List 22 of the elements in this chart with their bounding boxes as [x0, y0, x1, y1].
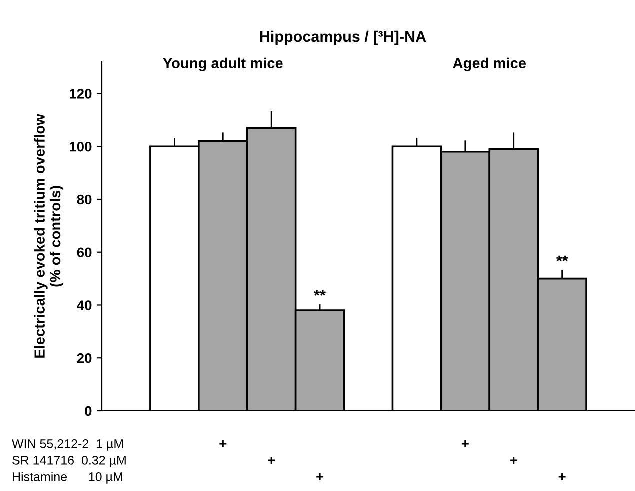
y-tick-label: 80 [77, 194, 92, 205]
y-tick-label: 100 [70, 142, 92, 152]
y-tick-label: 0 [85, 406, 92, 416]
y-tick-label: 20 [77, 353, 92, 364]
text: + [268, 456, 276, 464]
y-tick-label: 120 [70, 89, 92, 99]
text: + [558, 473, 566, 480]
text: + [510, 456, 518, 464]
annotation: ** [556, 256, 568, 262]
y-axis-title: Electrically evoked tritium overflow (% of controls) [34, 114, 64, 358]
annotation: Aged mice [453, 58, 526, 72]
text: SR 141716 0.32 µM [12, 456, 126, 468]
y-tick-label: 60 [77, 248, 92, 258]
text: + [316, 473, 324, 480]
text: + [220, 440, 227, 448]
y-tick-label: 40 [77, 300, 92, 310]
annotation: Young adult mice [163, 58, 283, 72]
text: WIN 55,212-2 1 µM [12, 440, 124, 451]
text: Histamine 10 µM [13, 472, 122, 484]
annotation: ** [314, 290, 326, 296]
text: + [462, 440, 469, 448]
chart-title: Hippocampus / [³H]-NA [260, 30, 426, 46]
